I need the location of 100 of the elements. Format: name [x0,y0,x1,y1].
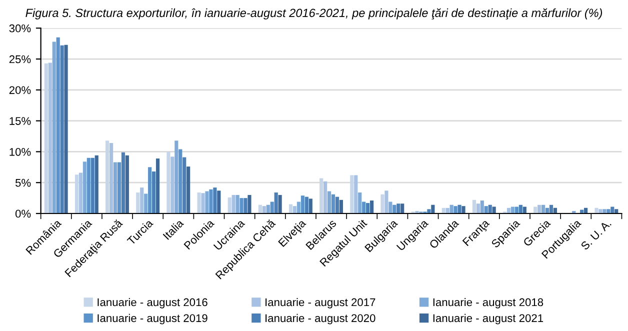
bar [110,143,114,214]
bar [240,198,244,214]
legend-label: Ianuarie - august 2019 [98,314,208,324]
bar [170,156,174,214]
bar [296,202,300,214]
bar [480,200,484,214]
bar [484,206,488,214]
bar [262,206,266,214]
bar [209,189,213,214]
y-tick-label: 20% [9,86,31,94]
y-tick-label: 15% [10,117,31,125]
bar [274,192,278,214]
bar [48,62,52,214]
legend-label: Ianuarie - august 2020 [266,314,376,324]
bar [370,200,374,214]
bar [228,197,232,214]
bar [492,206,496,214]
bar [488,204,492,214]
bar [140,188,144,214]
bar [148,167,152,214]
chart-title: Figura 5. Structura exporturilor, în ianuarie-august 2016-2021, pe principalele ţări de destinaţie a mărfurilor (%) [26,8,602,20]
bar [542,204,546,214]
bar [74,174,79,214]
legend-label: Ianuarie - august 2017 [266,298,376,308]
bar [602,209,606,214]
bar [106,140,110,214]
bar [44,63,48,214]
y-tick-label: 10% [10,148,31,156]
bar [380,194,384,214]
bar [431,204,435,214]
bar [182,157,186,214]
y-tick-label: 0% [15,210,31,218]
bar [136,192,140,214]
bar [462,206,466,214]
bar [350,175,354,214]
bar [78,172,83,214]
bar [388,202,392,214]
bar [510,206,515,214]
bar [278,194,282,214]
bar [598,209,602,214]
bar [614,209,618,214]
y-tick-label: 5% [15,178,31,187]
bar [354,175,358,214]
bar [236,194,240,214]
bar [152,171,156,214]
bar [64,44,68,214]
bar [476,204,480,214]
x-tick-label: S. U. A. [580,219,612,250]
bar [266,204,270,214]
bar [232,194,236,214]
bar [335,196,340,214]
bar [320,178,324,214]
bar [244,198,248,214]
legend-label: Ianuarie - august 2021 [433,314,544,324]
bar [94,155,98,214]
bar [174,140,178,214]
bar [217,190,221,214]
bar [427,209,431,214]
bar [522,206,526,214]
bar [82,162,86,214]
bar [304,196,308,214]
bar [538,204,542,214]
bar [52,42,56,214]
legend-label: Ianuarie - august 2018 [433,298,544,308]
bar [248,194,252,214]
bar [392,204,396,214]
bar [205,191,209,214]
bar [308,198,312,214]
bar [331,194,336,214]
bar [292,206,297,214]
bar [121,152,126,214]
bar [606,209,610,214]
bar [166,152,170,214]
legend-label: Ianuarie - august 2016 [98,298,208,308]
y-tick-label: 25% [9,55,31,64]
bar [178,149,182,214]
bar [396,204,400,214]
bar [518,204,522,214]
bar [514,206,518,214]
bar [201,193,205,214]
bar [270,202,274,214]
bar [300,196,304,214]
bar [534,206,538,214]
bar [324,181,328,214]
bar [327,191,332,214]
bar [125,155,129,214]
bar [384,190,388,214]
bar [400,204,404,214]
bar [117,162,122,214]
bar [366,202,370,214]
bar [144,194,148,214]
bar [549,204,554,214]
bar [450,204,454,214]
y-tick-label: 30% [9,24,31,32]
bar [358,192,362,214]
bar [186,166,190,214]
bar [594,208,598,214]
bar [86,158,90,214]
bar [197,192,201,214]
bar [56,37,60,214]
